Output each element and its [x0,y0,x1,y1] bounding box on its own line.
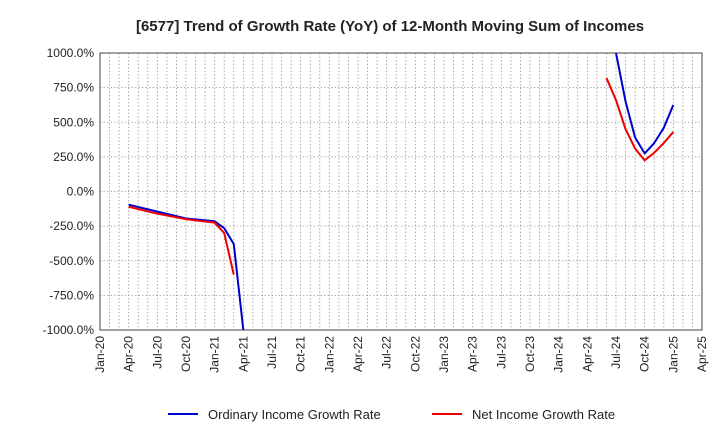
x-tick-label: Jan-21 [208,336,222,373]
x-tick-label: Jul-24 [609,336,623,369]
chart-title: [6577] Trend of Growth Rate (YoY) of 12-… [136,18,644,35]
series-line-2-segment-2 [605,77,675,162]
series-line-2-segment-1 [128,205,235,275]
x-tick-label: Jan-24 [552,336,566,373]
x-tick-label: Jul-22 [380,336,394,369]
y-tick-label: -750.0% [49,288,94,302]
y-axis-ticks: 1000.0% 750.0% 500.0% 250.0% 0.0% -250.0% -500… [43,46,95,337]
y-tick-label: 250.0% [53,150,94,164]
x-tick-label: Oct-24 [638,336,652,372]
x-tick-label: Jul-23 [494,336,508,369]
y-tick-label: 0.0% [67,185,95,199]
legend-label-2: Net Income Growth Rate [472,407,615,422]
x-tick-label: Apr-23 [466,336,480,372]
y-tick-label: 750.0% [53,81,94,95]
grid [100,53,702,330]
x-tick-label: Apr-20 [122,336,136,372]
x-tick-label: Jan-25 [666,336,680,373]
y-tick-label: 1000.0% [47,46,95,60]
plot-frame [99,52,703,331]
x-tick-label: Oct-21 [294,336,308,372]
y-tick-label: -500.0% [49,254,94,268]
y-tick-label: -1000.0% [43,323,95,337]
x-tick-label: Jan-20 [93,336,107,373]
x-tick-label: Apr-24 [580,336,594,372]
legend-label-1: Ordinary Income Growth Rate [208,407,381,422]
x-axis-ticks: Jan-20 Apr-20 Jul-20 Oct-20 Jan-21 Apr-21 Jul-… [93,336,709,373]
x-tick-label: Apr-25 [695,336,709,372]
y-tick-label: 500.0% [53,115,94,129]
x-tick-label: Jul-20 [150,336,164,369]
x-tick-label: Apr-22 [351,336,365,372]
x-tick-label: Apr-21 [236,336,250,372]
x-tick-label: Oct-20 [179,336,193,372]
x-tick-label: Jan-23 [437,336,451,373]
x-tick-label: Jan-22 [322,336,336,373]
x-tick-label: Oct-23 [523,336,537,372]
plot-border [99,52,703,331]
x-tick-label: Jul-21 [265,336,279,369]
legend: Ordinary Income Growth Rate Net Income Gr… [168,407,615,422]
series-line-1-segment-2 [615,53,675,155]
x-tick-label: Oct-22 [408,336,422,372]
series-layer [128,53,675,330]
series-line-1-segment-1 [128,203,245,330]
y-tick-label: -250.0% [49,219,94,233]
